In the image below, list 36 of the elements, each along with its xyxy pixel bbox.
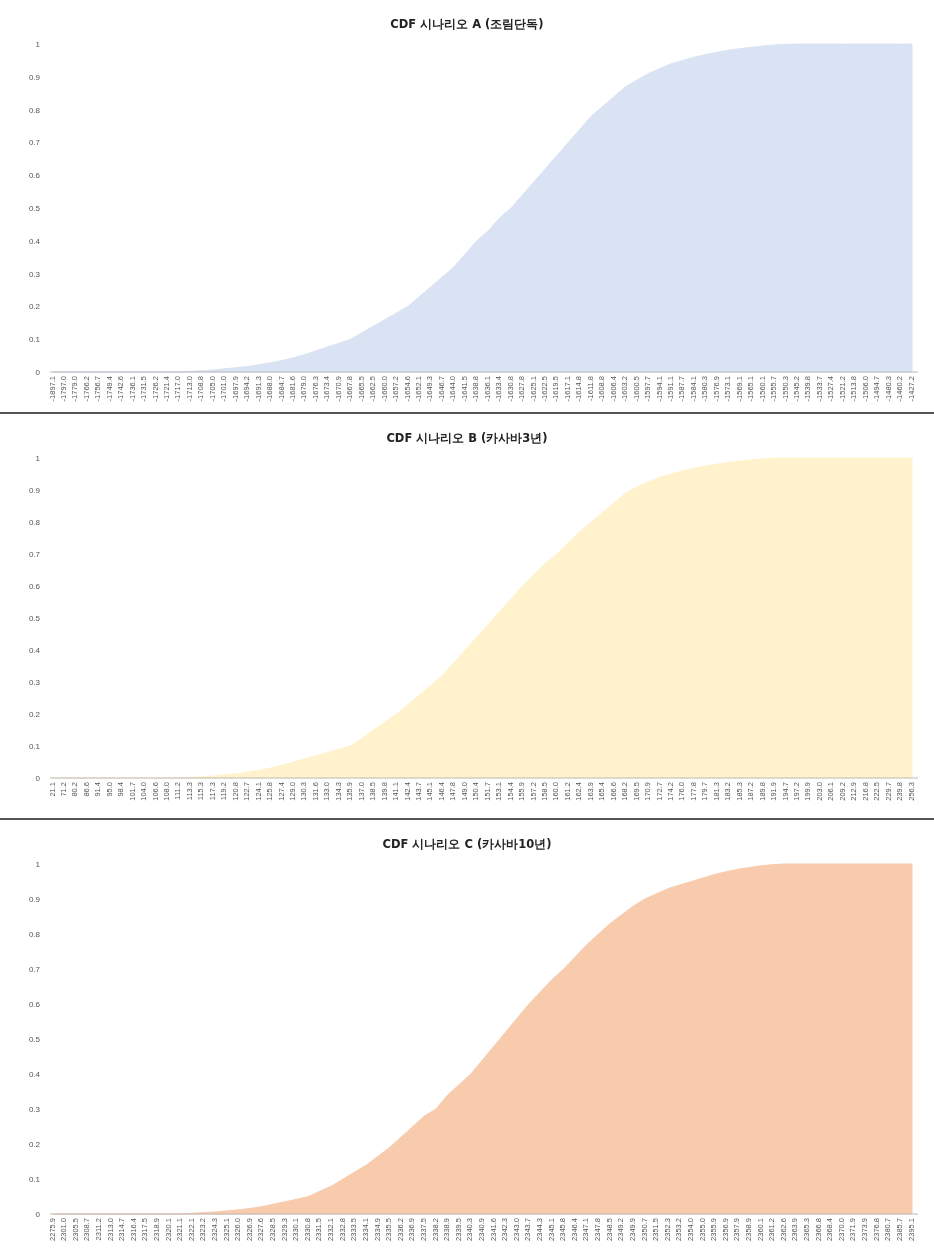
y-tick-label: 0.5	[28, 614, 41, 624]
y-tick-label: 0.8	[28, 518, 41, 528]
y-tick-label: 0.9	[28, 72, 41, 82]
chart-title: CDF 시나리오 C (카사바10년)	[382, 837, 552, 851]
y-tick-label: 0.3	[28, 1105, 41, 1115]
y-tick-label: 0.5	[28, 1035, 41, 1045]
y-tick-label: 0.7	[28, 550, 41, 560]
y-tick-label: 0.4	[28, 236, 41, 246]
chart-title: CDF 시나리오 B (카사바3년)	[386, 431, 548, 445]
y-tick-label: 0.4	[28, 646, 41, 656]
y-tick-label: 0.6	[28, 582, 41, 592]
y-tick-label: 0.1	[28, 1175, 41, 1185]
y-tick-label: 0.8	[28, 930, 41, 940]
y-tick-label: 0.8	[28, 105, 41, 115]
y-tick-label: 1	[35, 40, 41, 50]
y-tick-label: 0.7	[28, 138, 41, 148]
y-tick-label: 0.7	[28, 965, 41, 975]
y-tick-label: 1	[35, 860, 41, 870]
y-tick-label: 0.2	[28, 1140, 41, 1150]
y-tick-label: 0.3	[28, 269, 41, 279]
y-tick-label: 0.6	[28, 171, 41, 181]
y-tick-label: 1	[35, 454, 41, 464]
y-tick-label: 0.6	[28, 1000, 41, 1010]
y-tick-label: 0.1	[28, 742, 41, 752]
y-tick-label: 0.9	[28, 486, 41, 496]
y-tick-label: 0.2	[28, 710, 41, 720]
y-tick-label: 0.3	[28, 678, 41, 688]
y-tick-label: 0.9	[28, 895, 41, 905]
y-tick-label: 0.5	[28, 204, 41, 214]
y-tick-label: 0	[35, 1210, 41, 1220]
y-tick-label: 0	[35, 774, 41, 784]
y-tick-label: 0.2	[28, 302, 41, 312]
y-tick-label: 0.4	[28, 1070, 41, 1080]
chart-title: CDF 시나리오 A (조림단독)	[390, 17, 544, 31]
y-tick-label: 0.1	[28, 335, 41, 345]
y-tick-label: 0	[35, 368, 41, 378]
